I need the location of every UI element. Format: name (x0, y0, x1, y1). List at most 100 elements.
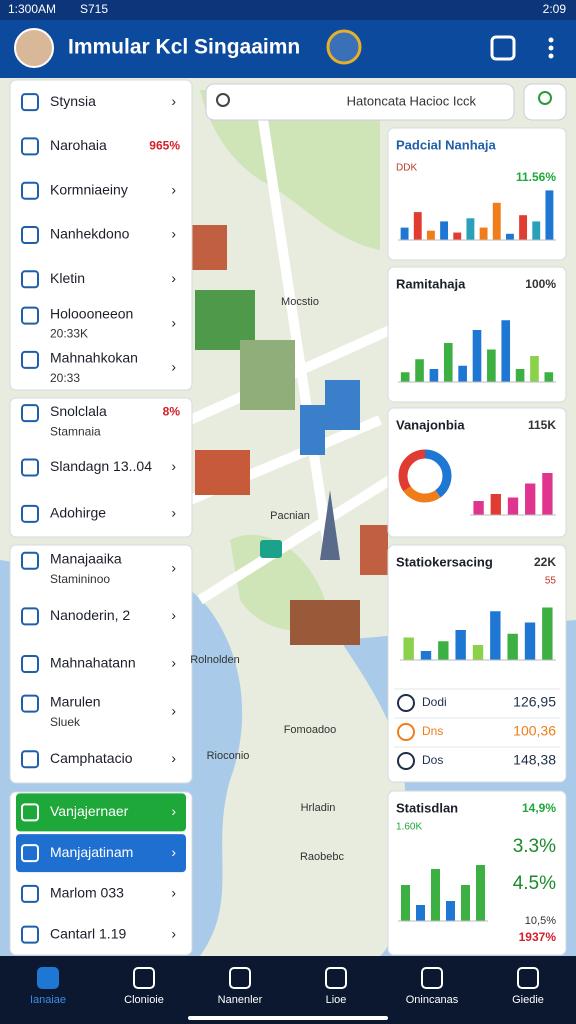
chevron: › (171, 803, 176, 819)
nav-label[interactable]: Lioe (326, 994, 347, 1006)
menu-icon (21, 226, 39, 244)
nav-icon[interactable] (517, 967, 539, 989)
row-value: 126,95 (513, 694, 556, 710)
nav-label[interactable]: Ianaiae (30, 994, 66, 1006)
map-label: Fomoadoo (284, 724, 337, 736)
card-value: 100% (525, 277, 556, 291)
menu-icon (21, 270, 39, 289)
bar (431, 869, 440, 921)
bar (426, 230, 435, 240)
menu-label: Snolclala (50, 403, 107, 419)
menu-label: Cantarl 1.19 (50, 925, 126, 941)
bottom-nav (0, 956, 576, 1024)
menu-icon (21, 803, 39, 822)
bar (515, 369, 525, 382)
bar (479, 227, 488, 240)
chevron: › (171, 750, 176, 766)
card-subtitle: 1.60K (396, 822, 422, 833)
bar (416, 905, 425, 921)
bar (542, 607, 553, 660)
profile-icon (538, 91, 552, 105)
app-title: Immular Kcl Singaaimn (68, 36, 300, 59)
bar (542, 473, 553, 515)
menu-label: Kletin (50, 270, 85, 286)
menu-icon (21, 607, 39, 626)
menu-icon (21, 925, 39, 944)
card-subtitle: DDK (396, 163, 417, 174)
nav-label[interactable]: Giedie (512, 994, 544, 1006)
nav-icon[interactable] (133, 967, 155, 989)
profile-button[interactable] (523, 83, 567, 121)
nav-icon[interactable] (229, 967, 251, 989)
building (300, 405, 325, 455)
status-clock: 2:09 (543, 2, 567, 16)
map-label: Rioconio (207, 750, 250, 762)
nav-label[interactable]: Onincanas (406, 994, 459, 1006)
logo (326, 29, 362, 65)
nav-label[interactable]: Nanenler (218, 994, 263, 1006)
search-placeholder: Hatoncata Hacioc Icck (347, 93, 477, 108)
menu-value: 965% (149, 139, 180, 153)
bar (507, 633, 518, 660)
chevron: › (171, 655, 176, 671)
bar (466, 218, 475, 240)
menu-sublabel: 20:33K (50, 327, 88, 341)
bar (490, 494, 501, 515)
stat-label: 3.3% (513, 836, 556, 857)
avatar[interactable] (14, 28, 54, 68)
chart-card[interactable] (387, 544, 567, 783)
menu-item[interactable] (12, 690, 190, 734)
row-icon (397, 752, 415, 770)
building (240, 340, 295, 410)
bar (400, 372, 410, 382)
chart-card[interactable] (387, 407, 567, 538)
menu-panel (9, 791, 193, 956)
menu-sublabel: 20:33 (50, 371, 80, 385)
menu-button[interactable] (16, 793, 186, 832)
card-title: Padcial Nanhaja (396, 137, 496, 152)
card-title: Vanajonbia (396, 417, 465, 432)
nav-icon[interactable] (37, 967, 59, 989)
menu-icon (21, 694, 39, 713)
header-action[interactable] (490, 35, 516, 61)
bar (501, 320, 511, 382)
building (290, 600, 360, 645)
chevron: › (171, 359, 176, 375)
stat-label: 4.5% (513, 873, 556, 894)
bar (400, 227, 409, 240)
map-label: Mocstio (281, 296, 319, 308)
nav-label[interactable]: Clonioie (124, 994, 164, 1006)
menu-label: Slandagn 13..04 (50, 458, 152, 474)
status-time: 1:300AM (8, 2, 56, 16)
bar (461, 885, 470, 921)
menu-label: Adohirge (50, 505, 106, 521)
menu-sublabel: Stamnaia (50, 424, 101, 438)
menu-label: Nanoderin, 2 (50, 607, 130, 623)
menu-icon (21, 844, 39, 863)
menu-label: Mahnahatann (50, 655, 136, 671)
menu-icon (21, 350, 39, 369)
search-bar[interactable] (205, 83, 515, 121)
park (200, 90, 380, 250)
menu-icon (21, 655, 39, 673)
card-title: Statisdlan (396, 800, 458, 815)
menu-icon (21, 93, 39, 112)
bar (472, 645, 484, 660)
card-footer: 1937% (519, 930, 557, 944)
nav-icon[interactable] (421, 967, 443, 989)
bar (401, 885, 410, 921)
menu-panel (9, 79, 193, 391)
menu-sublabel: Stamininoo (50, 572, 110, 586)
status-bar (0, 0, 576, 20)
menu-label: Vanjajernaer (50, 803, 129, 819)
menu-label: Manjajatinam (50, 844, 133, 860)
map-label: Hrladin (301, 802, 336, 814)
card-value: 11.56% (516, 170, 556, 184)
nav-icon[interactable] (325, 967, 347, 989)
bar (490, 611, 501, 660)
chevron: › (171, 270, 176, 286)
row-icon (397, 694, 415, 712)
menu-button[interactable] (16, 834, 186, 873)
bar (544, 372, 554, 382)
more-menu[interactable] (548, 37, 554, 59)
